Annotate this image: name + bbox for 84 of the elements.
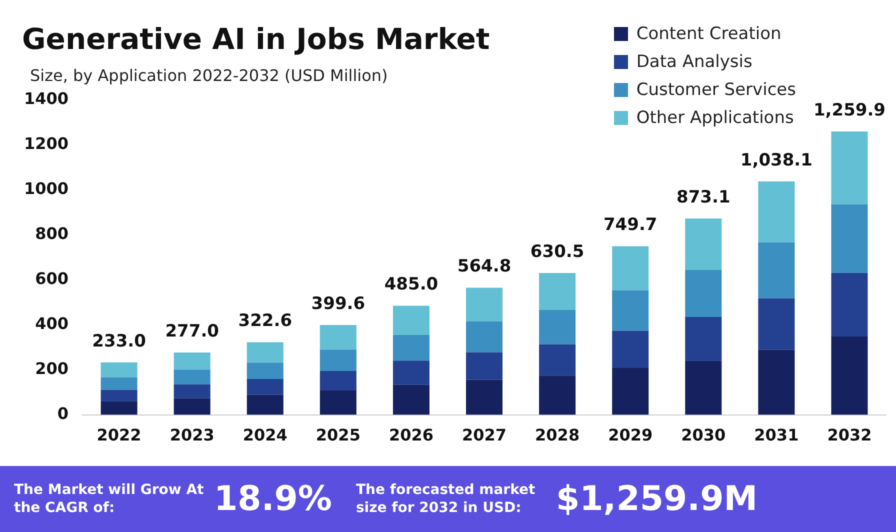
x-tick-label: 2027 (462, 426, 507, 445)
bar (392, 334, 430, 361)
bar (758, 181, 795, 242)
total-label: 485.0 (384, 274, 438, 295)
text: The Market will Grow At the CAGR of: (14, 481, 204, 517)
bar (539, 310, 576, 344)
bar (246, 362, 284, 380)
bar (174, 384, 210, 398)
total-label: 564.8 (457, 256, 512, 277)
bar (320, 370, 356, 391)
legend-label: Customer Services (636, 80, 796, 100)
y-tick-label: 1000 (24, 179, 69, 198)
total-label: 1,259.9 (813, 100, 886, 120)
bar (466, 288, 503, 322)
x-tick-label: 2030 (681, 426, 726, 445)
text: $1,259.9M (556, 479, 758, 519)
bar (392, 306, 430, 335)
x-tick-label: 2022 (96, 426, 142, 445)
bar (320, 350, 356, 371)
chart-title: Generative AI in Jobs Market (22, 22, 490, 56)
bar (758, 242, 795, 298)
bar (685, 218, 722, 270)
bar (174, 398, 210, 415)
bar (320, 390, 356, 415)
x-tick-label: 2025 (316, 426, 360, 445)
y-tick-label: 200 (35, 358, 69, 378)
legend-label: Data Analysis (636, 52, 752, 72)
bar (466, 321, 503, 352)
bar (246, 394, 284, 415)
bar (100, 390, 138, 402)
bar (831, 336, 868, 415)
bar (466, 380, 503, 415)
total-label: 1,038.1 (740, 150, 812, 170)
total-label: 399.6 (311, 294, 366, 314)
legend-label: Content Creation (636, 24, 782, 44)
x-tick-label: 2023 (170, 426, 214, 445)
bar (539, 273, 576, 310)
bar (831, 272, 868, 337)
bar (246, 379, 284, 395)
bar (685, 360, 722, 415)
bar (174, 352, 210, 370)
bar (174, 370, 210, 384)
x-tick-label: 2029 (608, 426, 653, 445)
y-tick-label: 0 (57, 404, 69, 423)
bar (392, 384, 430, 415)
bar (539, 376, 576, 415)
bar (539, 344, 576, 376)
bar (758, 350, 795, 415)
bar (685, 270, 722, 317)
bar (612, 368, 649, 415)
bar (100, 362, 138, 378)
text: 18.9% (214, 479, 332, 519)
x-tick-label: 2026 (388, 426, 434, 445)
bar (831, 132, 868, 205)
y-tick-label: 1400 (24, 89, 69, 108)
total-label: 749.7 (603, 215, 658, 236)
bar (612, 290, 649, 331)
bar (831, 204, 868, 273)
x-tick-label: 2032 (827, 426, 872, 445)
bar (246, 342, 284, 363)
total-label: 630.5 (530, 242, 584, 262)
bar (466, 352, 503, 380)
bar (320, 324, 356, 350)
bar (612, 246, 649, 290)
bar (100, 377, 138, 390)
legend-label: Other Applications (636, 108, 794, 128)
bar (685, 316, 722, 361)
total-label: 873.1 (676, 187, 730, 208)
text: The forecasted market size for 2032 in USD: (356, 481, 536, 517)
y-tick-label: 1200 (24, 134, 69, 154)
x-tick-label: 2028 (535, 426, 580, 445)
bar (100, 401, 138, 415)
total-label: 233.0 (92, 331, 146, 352)
bar (612, 330, 649, 368)
y-tick-label: 600 (35, 269, 69, 288)
x-tick-label: 2024 (242, 426, 288, 445)
x-tick-label: 2031 (754, 426, 799, 445)
total-label: 322.6 (238, 311, 292, 332)
bar (758, 298, 795, 350)
bar (392, 360, 430, 385)
y-tick-label: 400 (35, 314, 69, 334)
chart-subtitle: Size, by Application 2022-2032 (USD Million) (30, 66, 388, 85)
y-tick-label: 800 (35, 224, 69, 244)
total-label: 277.0 (165, 321, 220, 342)
